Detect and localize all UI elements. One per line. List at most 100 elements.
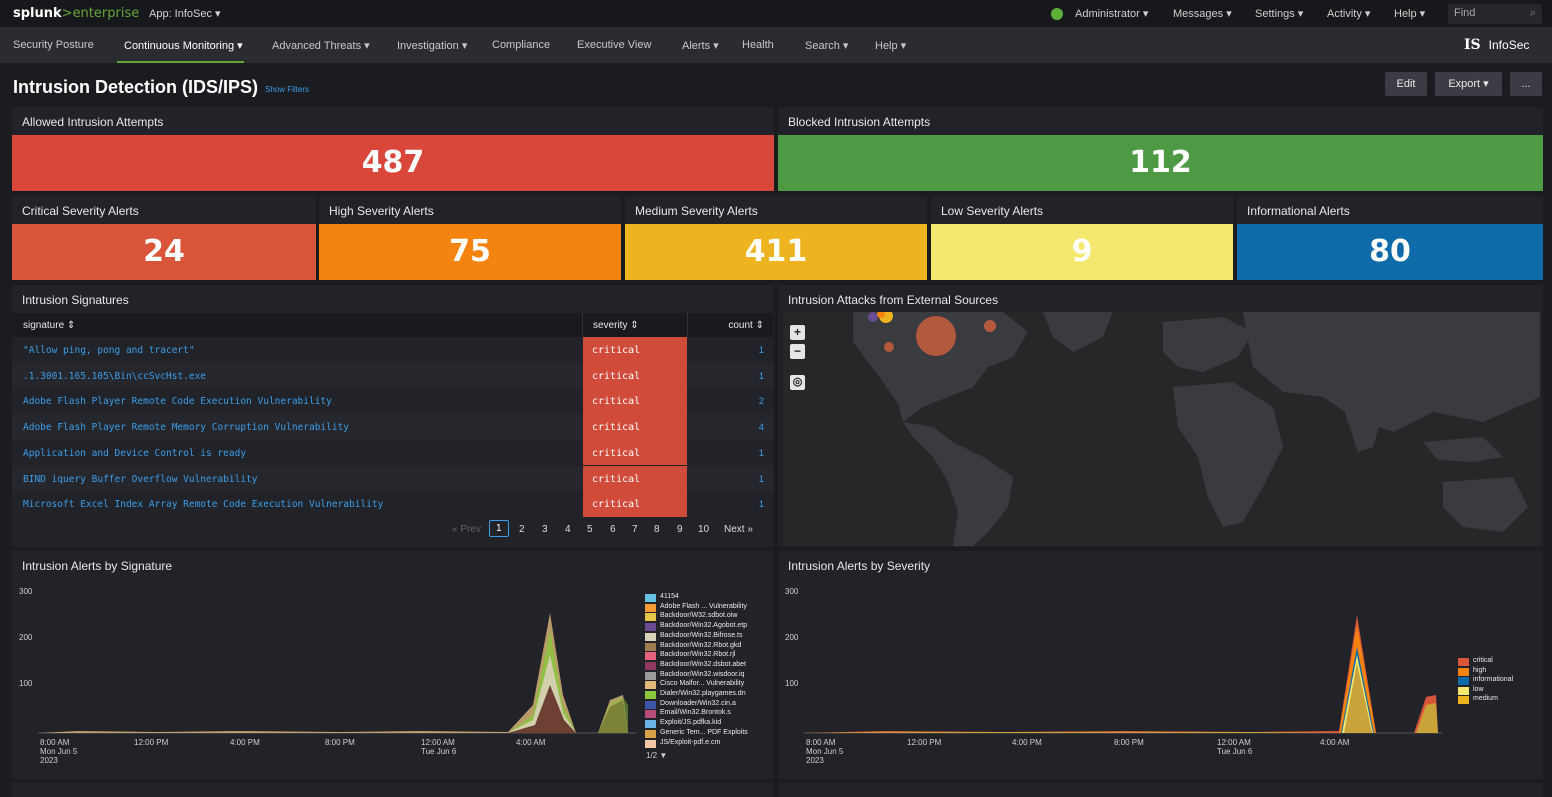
attack-bubble[interactable] bbox=[884, 342, 894, 352]
app-selector[interactable]: App: InfoSec ▾ bbox=[149, 8, 221, 20]
nav-investigation[interactable]: Investigation ▾ bbox=[397, 40, 468, 52]
severity-cell[interactable]: critical bbox=[583, 414, 687, 440]
pager-page-5[interactable]: 5 bbox=[587, 524, 593, 535]
informational-alerts-value[interactable]: 80 bbox=[1237, 224, 1543, 280]
pager-page-8[interactable]: 8 bbox=[654, 524, 660, 535]
severity-cell[interactable]: critical bbox=[583, 362, 687, 389]
more-actions-button[interactable]: ... bbox=[1510, 72, 1542, 96]
critical-alerts-value[interactable]: 24 bbox=[12, 224, 316, 280]
severity-cell[interactable]: critical bbox=[583, 465, 687, 492]
legend-item[interactable]: Downloader/Win32.cin.a bbox=[660, 699, 736, 707]
legend-item[interactable]: Backdoor/Win32.dsbot.abet bbox=[660, 660, 746, 668]
nav-security-posture[interactable]: Security Posture bbox=[13, 39, 94, 51]
signature-cell[interactable]: Adobe Flash Player Remote Code Execution… bbox=[23, 396, 332, 408]
nav-alerts[interactable]: Alerts ▾ bbox=[682, 40, 719, 52]
low-alerts-value[interactable]: 9 bbox=[931, 224, 1233, 280]
column-header-count[interactable]: count ⇕ bbox=[728, 320, 764, 331]
zoom-in-button[interactable]: + bbox=[790, 325, 805, 340]
legend-pager[interactable]: 1/2 ▼ bbox=[646, 751, 668, 760]
menu-settings[interactable]: Settings ▾ bbox=[1255, 8, 1304, 20]
table-row[interactable]: Adobe Flash Player Remote Code Execution… bbox=[12, 388, 773, 415]
signature-area-chart[interactable] bbox=[38, 585, 638, 735]
severity-cell[interactable]: critical bbox=[583, 439, 687, 466]
legend-item[interactable]: Email/Win32.Brontok.s bbox=[660, 709, 731, 717]
count-cell[interactable]: 4 bbox=[758, 422, 764, 434]
table-row[interactable]: .1.3001.165.105\Bin\ccSvcHst.exe critica… bbox=[12, 362, 773, 389]
severity-cell[interactable]: critical bbox=[583, 491, 687, 517]
signature-cell[interactable]: BIND iquery Buffer Overflow Vulnerabilit… bbox=[23, 473, 258, 485]
show-filters-link[interactable]: Show Filters bbox=[265, 85, 310, 94]
menu-messages[interactable]: Messages ▾ bbox=[1173, 8, 1232, 20]
attack-bubble[interactable] bbox=[916, 316, 956, 356]
column-header-severity[interactable]: severity ⇕ bbox=[593, 320, 639, 331]
count-cell[interactable]: 1 bbox=[758, 447, 764, 459]
legend-item[interactable]: informational bbox=[1473, 676, 1514, 684]
splunk-logo[interactable]: splunk>enterprise bbox=[13, 6, 140, 21]
legend-item[interactable]: 41154 bbox=[660, 593, 679, 600]
legend-item[interactable]: Backdoor/W32.sdbot.oiw bbox=[660, 612, 738, 620]
count-cell[interactable]: 1 bbox=[758, 370, 764, 382]
legend-item[interactable]: medium bbox=[1473, 695, 1498, 703]
legend-item[interactable]: Backdoor/Win32.Agobot.etp bbox=[660, 622, 748, 630]
pager-page-9[interactable]: 9 bbox=[677, 524, 683, 535]
blocked-intrusions-value[interactable]: 112 bbox=[778, 135, 1543, 191]
table-row[interactable]: Microsoft Excel Index Array Remote Code … bbox=[12, 491, 773, 517]
nav-continuous-monitoring[interactable]: Continuous Monitoring ▾ bbox=[124, 40, 243, 52]
locate-icon[interactable]: ◎ bbox=[790, 375, 805, 390]
nav-search[interactable]: Search ▾ bbox=[805, 40, 849, 52]
menu-activity[interactable]: Activity ▾ bbox=[1327, 8, 1371, 20]
medium-alerts-value[interactable]: 411 bbox=[625, 224, 927, 280]
signature-cell[interactable]: "Allow ping, pong and tracert" bbox=[23, 345, 195, 356]
legend-item[interactable]: critical bbox=[1473, 657, 1493, 664]
export-button[interactable]: Export ▾ bbox=[1435, 72, 1502, 96]
column-header-signature[interactable]: signature ⇕ bbox=[23, 320, 76, 331]
legend-item[interactable]: Dialer/Win32.playgames.dn bbox=[660, 690, 746, 697]
find-input[interactable]: Find ⌕ bbox=[1448, 4, 1542, 24]
zoom-out-button[interactable]: − bbox=[790, 344, 805, 359]
signature-cell[interactable]: Adobe Flash Player Remote Memory Corrupt… bbox=[23, 422, 350, 434]
signature-cell[interactable]: Application and Device Control is ready bbox=[23, 447, 247, 459]
nav-executive-view[interactable]: Executive View bbox=[577, 39, 652, 51]
legend-item[interactable]: Exploit/JS.pdfka.kid bbox=[660, 719, 722, 727]
severity-area-chart[interactable] bbox=[804, 585, 1444, 735]
legend-item[interactable]: Backdoor/Win32.Rbot.rjl bbox=[660, 651, 736, 659]
edit-button[interactable]: Edit bbox=[1385, 72, 1427, 96]
table-row[interactable]: Adobe Flash Player Remote Memory Corrupt… bbox=[12, 414, 773, 440]
attack-bubble[interactable] bbox=[868, 312, 878, 322]
signature-cell[interactable]: .1.3001.165.105\Bin\ccSvcHst.exe bbox=[23, 370, 207, 382]
pager-page-4[interactable]: 4 bbox=[565, 524, 571, 535]
legend-item[interactable]: high bbox=[1473, 666, 1487, 674]
legend-item[interactable]: Generic Tem... PDF Exploits bbox=[660, 728, 748, 736]
allowed-intrusions-value[interactable]: 487 bbox=[12, 135, 774, 191]
count-cell[interactable]: 1 bbox=[758, 473, 764, 485]
menu-help[interactable]: Help ▾ bbox=[1394, 8, 1426, 20]
nav-health[interactable]: Health bbox=[742, 39, 774, 51]
health-status-icon[interactable] bbox=[1051, 8, 1063, 20]
pager-page-10[interactable]: 10 bbox=[698, 524, 710, 535]
attack-bubble[interactable] bbox=[877, 312, 885, 318]
nav-compliance[interactable]: Compliance bbox=[492, 39, 551, 51]
legend-item[interactable]: low bbox=[1473, 685, 1484, 693]
high-alerts-value[interactable]: 75 bbox=[319, 224, 621, 280]
count-cell[interactable]: 1 bbox=[758, 499, 764, 511]
severity-cell[interactable]: critical bbox=[583, 388, 687, 415]
legend-item[interactable]: Backdoor/Win32.Rbot.gkd bbox=[660, 641, 742, 649]
nav-advanced-threats[interactable]: Advanced Threats ▾ bbox=[272, 40, 370, 52]
world-map[interactable] bbox=[783, 312, 1540, 546]
nav-help[interactable]: Help ▾ bbox=[875, 40, 907, 52]
signature-cell[interactable]: Microsoft Excel Index Array Remote Code … bbox=[23, 499, 384, 511]
table-row[interactable]: BIND iquery Buffer Overflow Vulnerabilit… bbox=[12, 465, 773, 492]
table-row[interactable]: "Allow ping, pong and tracert" critical … bbox=[12, 337, 773, 363]
pager-page-3[interactable]: 3 bbox=[542, 524, 548, 535]
count-cell[interactable]: 2 bbox=[758, 396, 764, 408]
legend-item[interactable]: JS/Exploit-pdf.e.cm bbox=[660, 738, 721, 746]
menu-administrator[interactable]: Administrator ▾ bbox=[1075, 8, 1149, 20]
count-cell[interactable]: 1 bbox=[758, 345, 764, 356]
pager-page-6[interactable]: 6 bbox=[610, 524, 616, 535]
pager-page-7[interactable]: 7 bbox=[632, 524, 638, 535]
attack-bubble[interactable] bbox=[984, 320, 996, 332]
table-row[interactable]: Application and Device Control is ready … bbox=[12, 439, 773, 466]
legend-item[interactable]: Backdoor/Win32.wisdoor.iq bbox=[660, 670, 745, 678]
legend-item[interactable]: Adobe Flash ... Vulnerability bbox=[660, 602, 747, 610]
pager-page-2[interactable]: 2 bbox=[519, 524, 525, 535]
